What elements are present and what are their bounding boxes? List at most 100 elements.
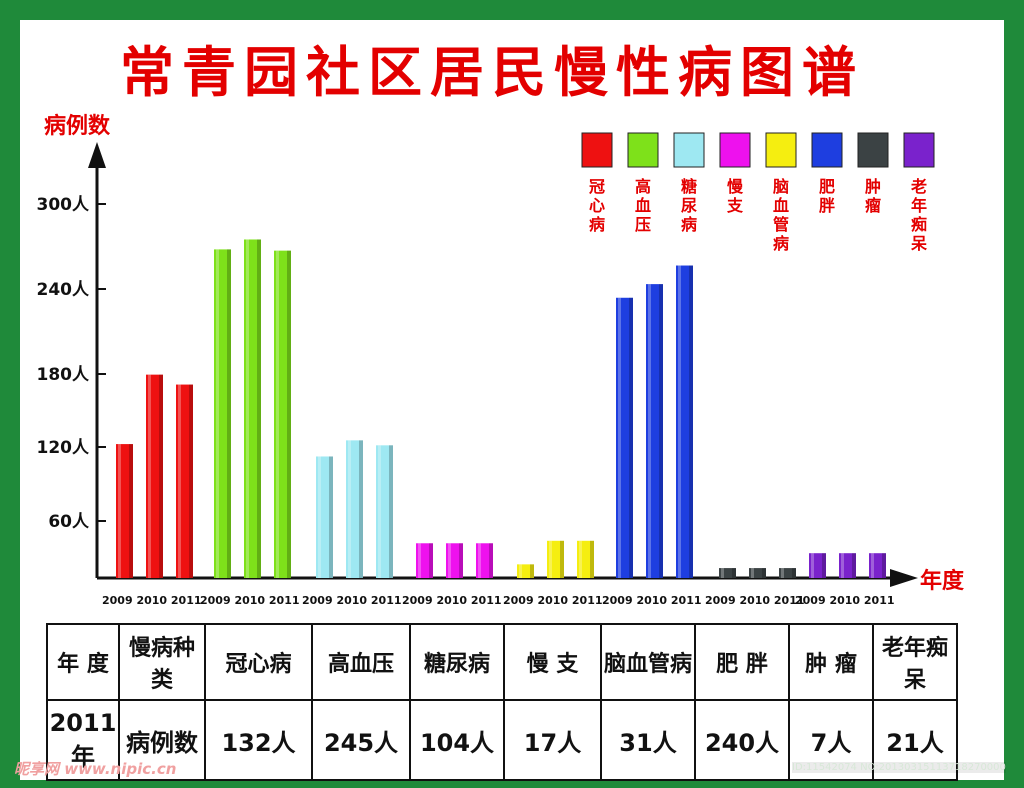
- x-tick-label: 2009 2010 2011: [602, 594, 702, 607]
- bar-highlight: [318, 456, 321, 578]
- bar-shade: [629, 297, 633, 578]
- bar: [547, 540, 564, 578]
- legend-label: 老: [910, 177, 927, 196]
- legend-label: 病: [589, 215, 605, 234]
- bar-highlight: [246, 239, 249, 579]
- legend-label: 年: [911, 196, 927, 215]
- bar-series: [116, 239, 886, 579]
- y-axis-label: 病例数: [44, 114, 111, 139]
- y-tick-label: 180人: [37, 365, 90, 385]
- bar-highlight: [216, 249, 219, 578]
- legend-label: 病: [773, 234, 789, 253]
- bar-shade: [189, 384, 193, 578]
- y-tick-label: 300人: [37, 195, 90, 215]
- bar: [616, 297, 633, 578]
- bar-highlight: [478, 543, 481, 578]
- y-tick-label: 60人: [48, 512, 90, 532]
- bar: [839, 553, 856, 578]
- bar-shade: [762, 568, 766, 578]
- watermark-right: ID:11542074 NO:20130315113718270000: [792, 762, 1006, 773]
- table-cell: 132人: [204, 699, 313, 781]
- table-cell: 2011年: [46, 699, 120, 781]
- bar-highlight: [118, 444, 121, 578]
- bar-shade: [129, 444, 133, 578]
- bar: [346, 440, 363, 578]
- table-header-cell: 高血压: [311, 623, 411, 701]
- legend-swatch: [581, 132, 613, 168]
- bar-shade: [689, 265, 693, 578]
- legend-swatch: [903, 132, 935, 168]
- bar-shade: [389, 445, 393, 578]
- case-count-table: 年 度 慢病种类 冠心病 高血压 糖尿病 慢 支 脑血管病 肥 胖 肿 瘤 老年…: [46, 623, 958, 781]
- legend-label: 管: [773, 215, 789, 234]
- bar-shade: [530, 564, 534, 578]
- legend-swatch: [811, 132, 843, 168]
- x-tick-label: 2009 2010 2011: [503, 594, 603, 607]
- bar-shade: [287, 250, 291, 578]
- x-tick-label: 2009 2010 2011: [402, 594, 502, 607]
- bar-shade: [429, 543, 433, 578]
- table-cell: 240人: [694, 699, 790, 781]
- legend-swatch: [719, 132, 751, 168]
- table-cell: 病例数: [118, 699, 206, 781]
- x-axis-arrow: [890, 569, 918, 587]
- bar: [517, 564, 534, 578]
- table-header-cell: 慢病种类: [118, 623, 206, 701]
- bar-shade: [822, 553, 826, 578]
- table-header-row: 年 度 慢病种类 冠心病 高血压 糖尿病 慢 支 脑血管病 肥 胖 肿 瘤 老年…: [46, 623, 958, 701]
- bar-shade: [560, 540, 564, 578]
- legend-swatch: [673, 132, 705, 168]
- legend-label: 胖: [819, 196, 835, 215]
- legend-label: 病: [681, 215, 697, 234]
- bar: [214, 249, 231, 578]
- bar-shade: [359, 440, 363, 578]
- legend-label: 呆: [910, 234, 928, 253]
- bar-highlight: [781, 568, 784, 578]
- bar-highlight: [678, 265, 681, 578]
- bar: [719, 568, 736, 578]
- bar-highlight: [448, 543, 451, 578]
- bar: [749, 568, 766, 578]
- bar-highlight: [648, 284, 651, 578]
- bar-highlight: [871, 553, 874, 578]
- table-header-cell: 老年痴呆: [872, 623, 958, 701]
- table-cell: 245人: [311, 699, 411, 781]
- bar-shade: [590, 540, 594, 578]
- bar-shade: [257, 239, 261, 579]
- y-axis-arrow: [88, 142, 106, 168]
- bar: [146, 374, 163, 578]
- table-row: 2011年 病例数 132人 245人 104人 17人 31人 240人 7人…: [46, 699, 958, 781]
- legend-label: 肥: [819, 177, 835, 196]
- bar: [316, 456, 333, 578]
- legend-label: 心: [589, 196, 605, 215]
- bar: [274, 250, 291, 578]
- table-cell: 21人: [872, 699, 958, 781]
- legend-label: 瘤: [865, 196, 881, 215]
- bar: [116, 444, 133, 578]
- bar-highlight: [811, 553, 814, 578]
- table-header-cell: 肿 瘤: [788, 623, 874, 701]
- bar-shade: [459, 543, 463, 578]
- legend-label: 压: [635, 215, 651, 234]
- bar-highlight: [276, 250, 279, 578]
- bar: [476, 543, 493, 578]
- table-cell: 7人: [788, 699, 874, 781]
- bar: [676, 265, 693, 578]
- bar-shade: [732, 568, 736, 578]
- table-header-cell: 冠心病: [204, 623, 313, 701]
- bar: [376, 445, 393, 578]
- legend-label: 痴: [911, 215, 927, 234]
- legend-label: 尿: [681, 196, 697, 215]
- bar-shade: [227, 249, 231, 578]
- bar-shade: [159, 374, 163, 578]
- x-tick-label: 2009 2010 2011: [200, 594, 300, 607]
- bar-highlight: [418, 543, 421, 578]
- table-header-cell: 肥 胖: [694, 623, 790, 701]
- bar: [416, 543, 433, 578]
- legend-label: 高: [635, 177, 651, 196]
- x-tick-label: 2009 2010 2011: [302, 594, 402, 607]
- bar-highlight: [148, 374, 151, 578]
- bar-highlight: [721, 568, 724, 578]
- page-title: 常青园社区居民慢性病图谱: [120, 40, 864, 104]
